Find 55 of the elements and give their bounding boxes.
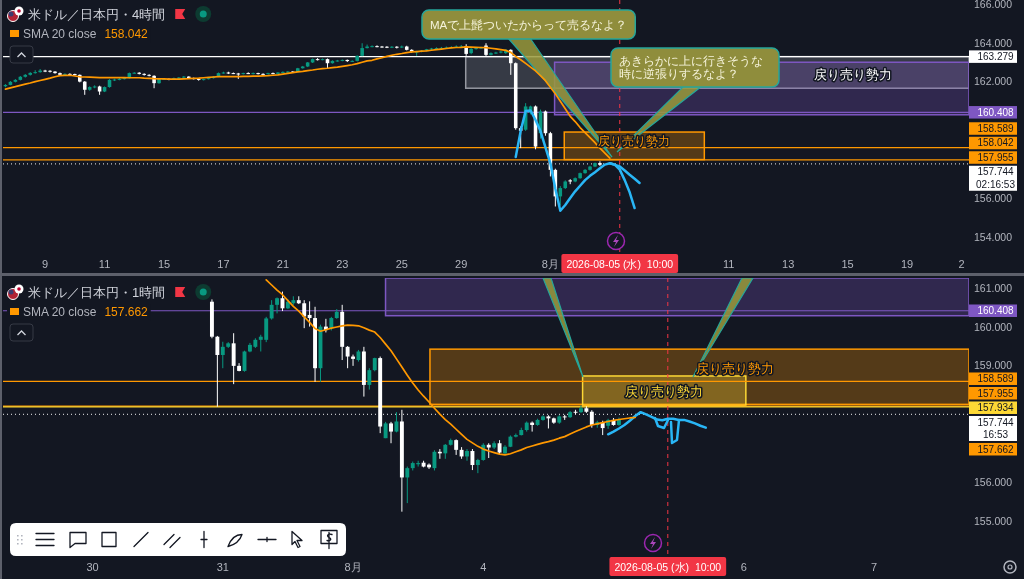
x-tick-label: 30 xyxy=(86,561,99,573)
x-tick-label: 19 xyxy=(900,258,914,270)
x-tick-label: 15 xyxy=(841,258,854,270)
x-tick-label: 9 xyxy=(42,258,49,270)
annotation: あきらかに上に行きそうな時に逆張りするなよ？ xyxy=(619,54,763,82)
annotation: MAで上髭ついたからって売るなよ？ xyxy=(430,18,628,32)
text: 米ドル／日本円・1時間 xyxy=(28,285,166,300)
x-tick-label: 29 xyxy=(455,258,468,270)
y-tick-label: 161.000 xyxy=(974,281,1013,294)
y-tick-label: 156.000 xyxy=(974,476,1013,489)
x-tick-label: 31 xyxy=(216,561,229,573)
y-tick-label: 156.000 xyxy=(974,191,1013,204)
text: 米ドル／日本円・4時間 xyxy=(28,7,166,22)
y-tick-label: 159.000 xyxy=(974,359,1013,372)
x-tick-label: 2 xyxy=(958,258,965,270)
legend-label: 158.589 xyxy=(977,122,1015,134)
ref-line-label: 163.279 xyxy=(977,50,1015,62)
text: 157.662 xyxy=(977,443,1014,455)
ref-line-label: 158.589 xyxy=(977,373,1015,385)
y-tick-label: 160.000 xyxy=(974,320,1013,333)
y-tick-label: 155.000 xyxy=(974,515,1013,528)
ref-line-label: 157.955 xyxy=(977,151,1015,163)
x-tick-label: 17 xyxy=(217,258,230,270)
y-tick-label: 154.000 xyxy=(974,230,1013,243)
annotation: 158.042 xyxy=(104,27,149,41)
x-tick-label: 4 xyxy=(480,561,487,573)
ref-line-label: 160.408 xyxy=(977,305,1015,317)
y-tick-label: 162.000 xyxy=(974,75,1013,88)
x-tick-label: 13 xyxy=(782,258,795,270)
x-tick-label: 21 xyxy=(276,258,290,270)
text: 158.042 xyxy=(977,137,1014,149)
x-tick-label: 11 xyxy=(98,258,111,270)
y-tick-label: 166.000 xyxy=(974,0,1013,10)
legend-label: SMA 20 close xyxy=(23,305,97,319)
band-label: 戻り売り勢力 xyxy=(695,361,774,377)
x-tick-label: 7 xyxy=(870,561,878,573)
ref-line-label: 157.744 02:16:53 xyxy=(976,166,1016,190)
annotation: 157.662 xyxy=(104,305,149,319)
ref-line-label: 157.744 16:53 xyxy=(977,416,1015,441)
x-tick-label: 8月 xyxy=(541,258,559,270)
ref-line-label: 157.934 xyxy=(977,402,1015,414)
y-tick-label: 164.000 xyxy=(974,36,1013,49)
x-tick-label: 25 xyxy=(395,258,408,270)
ref-line-label: 160.408 xyxy=(977,106,1015,118)
x-tick-label: 6 xyxy=(740,561,747,573)
x-tick-label: 15 xyxy=(157,258,171,270)
x-tick-label: 2026-08-05 (水) 10:00 xyxy=(566,258,674,270)
x-tick-label: 2026-08-05 (水) 10:00 xyxy=(614,561,722,573)
legend-label: 157.955 xyxy=(977,387,1015,399)
legend-label: SMA 20 close xyxy=(23,27,97,41)
x-tick-label: 23 xyxy=(336,258,349,270)
band-label: 戻り売り勢力 xyxy=(625,383,704,399)
band-label: 戻り売り勢力 xyxy=(813,67,892,83)
x-tick-label: 8月 xyxy=(344,561,362,573)
x-tick-label: 11 xyxy=(723,258,735,270)
